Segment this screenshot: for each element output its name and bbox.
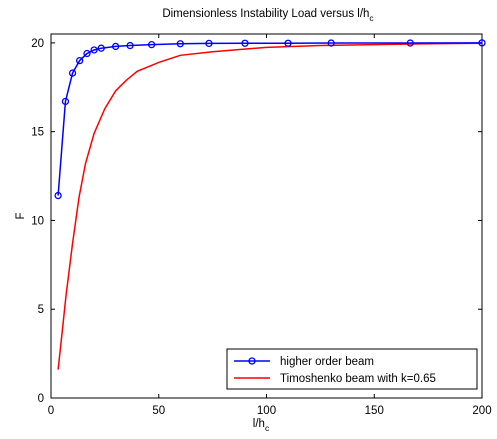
- chart-title: Dimensionless Instability Load versus l/…: [162, 8, 374, 23]
- y-axis-ticks: 0 5 10 15 20: [31, 38, 482, 405]
- data-point: [147, 41, 156, 49]
- legend-box: [226, 348, 478, 390]
- x-axis-ticks: 0 50 100 150 200: [48, 34, 492, 417]
- y-axis-label: F: [15, 212, 27, 219]
- y-tick-label: 10: [31, 215, 44, 227]
- x-tick-label: 150: [365, 405, 384, 417]
- y-tick-label: 15: [31, 127, 44, 139]
- x-tick-label: 50: [152, 405, 165, 417]
- data-point: [76, 56, 84, 65]
- data-point: [83, 49, 91, 58]
- y-tick-label: 5: [38, 304, 44, 316]
- data-point: [478, 39, 486, 47]
- x-axis-label-subscript: c: [265, 423, 270, 433]
- data-point: [327, 39, 335, 47]
- x-tick-label: 200: [472, 405, 491, 417]
- legend-entry-higher-order-beam: higher order beam: [234, 356, 374, 368]
- x-tick-label: 0: [48, 405, 54, 417]
- x-tick-label: 100: [257, 405, 276, 417]
- data-point: [126, 41, 134, 50]
- y-tick-label: 0: [38, 393, 44, 405]
- data-point: [61, 97, 70, 106]
- data-point: [176, 40, 184, 48]
- data-point: [112, 42, 120, 51]
- data-point: [68, 69, 77, 77]
- series-layer: [54, 39, 486, 370]
- series-higher-order-beam: [54, 39, 486, 200]
- data-point: [54, 191, 62, 200]
- legend-swatch-marker: [248, 357, 256, 365]
- data-point: [205, 39, 213, 48]
- legend-entry-timoshenko-beam-with-k-0-65: Timoshenko beam with k=0.65: [234, 373, 436, 385]
- data-point: [284, 39, 292, 47]
- data-point: [97, 44, 105, 52]
- plot-area: [50, 33, 483, 399]
- legend-label: Timoshenko beam with k=0.65: [280, 373, 436, 385]
- legend-label: higher order beam: [280, 356, 374, 368]
- chart-title-subscript: c: [369, 13, 374, 23]
- data-point: [241, 39, 249, 47]
- x-axis-label: l/hc: [253, 418, 270, 433]
- series-line-timoshenko-beam-with-k-0-65: [57, 42, 483, 370]
- series-timoshenko-beam-with-k-0-65: [57, 42, 483, 370]
- series-line-higher-order-beam: [57, 42, 483, 196]
- data-point: [90, 46, 98, 54]
- legend: higher order beam Timoshenko beam with k=…: [226, 348, 478, 390]
- y-tick-label: 20: [31, 38, 44, 50]
- data-point: [406, 39, 414, 47]
